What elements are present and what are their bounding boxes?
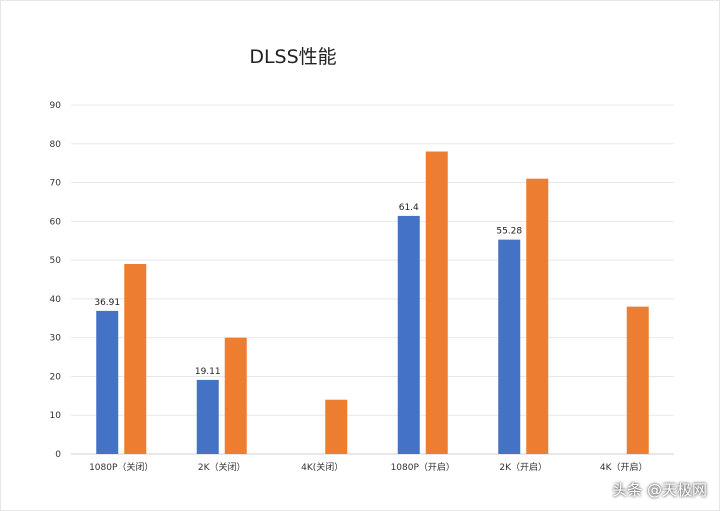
y-tick-label: 70 [50,179,62,189]
bar [626,306,649,454]
y-tick-label: 90 [50,101,62,111]
y-tick-label: 30 [50,334,62,344]
watermark: 头条 @天极网 [612,481,707,499]
bars [96,151,649,455]
bar [124,263,147,454]
x-tick-label: 2K（开启） [499,461,547,473]
bar [397,215,420,454]
x-tick-label: 1080P（开启） [391,461,455,473]
x-tick-label: 2K（关闭） [198,461,246,473]
data-labels: 36.91 19.11 61.4 55.28 [94,203,522,377]
data-label: 19.11 [195,367,221,377]
bar [224,337,247,454]
data-label: 55.28 [496,227,522,237]
y-axis-ticks: 0 10 20 30 40 50 60 70 80 90 [50,101,62,460]
bar [425,151,448,455]
y-tick-label: 10 [50,411,62,421]
x-tick-label: 4K（开启） [600,461,648,473]
x-tick-label: 1080P（关闭） [89,461,153,473]
y-tick-label: 50 [50,256,62,266]
bar [526,178,549,454]
x-tick-label: 4K(关闭） [301,461,343,473]
y-tick-label: 40 [50,295,62,305]
x-axis-ticks: 1080P（关闭） 2K（关闭） 4K(关闭） 1080P（开启） 2K（开启） 4K（开… [89,461,647,473]
y-tick-label: 60 [50,217,62,227]
y-tick-label: 20 [50,372,62,382]
y-tick-label: 0 [55,450,61,460]
bar [196,379,219,454]
bar [96,310,119,454]
bar [325,399,348,454]
gridlines [71,104,674,455]
bar [498,239,521,454]
data-label: 61.4 [399,203,419,213]
data-label: 36.91 [94,298,120,308]
chart-title: DLSS性能 [249,46,336,68]
y-tick-label: 80 [50,140,62,150]
